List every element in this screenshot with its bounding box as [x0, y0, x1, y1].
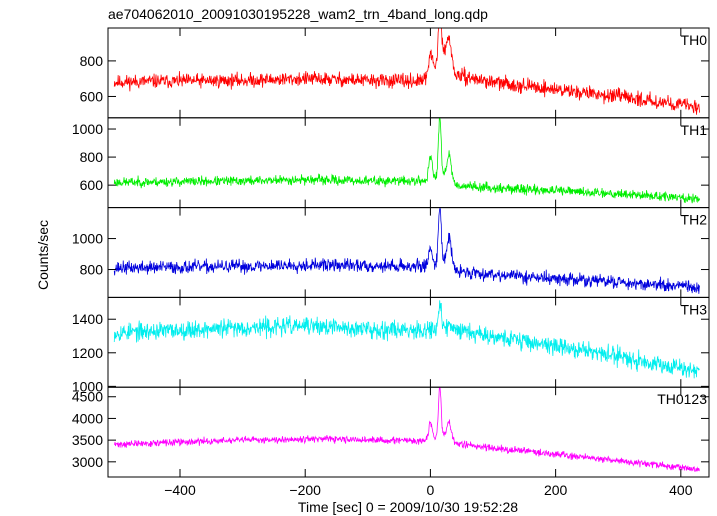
x-tick-label: 200 [544, 482, 568, 498]
x-tick-label: −200 [289, 482, 321, 498]
chart-panels: 600 800 TH0 600 800 1000 TH1 800 1000 TH2 1000 1200… [72, 27, 710, 498]
y-tick-label: 800 [80, 53, 104, 69]
y-axis-label: Counts/sec [35, 220, 51, 290]
panel-frame [107, 386, 710, 478]
panel-label: TH0123 [657, 391, 707, 407]
y-tick-label: 3000 [72, 454, 103, 470]
panel-frame [107, 27, 710, 119]
y-tick-label: 1000 [72, 121, 103, 137]
panel-th0123: 3000 3500 4000 4500 TH0123 [72, 386, 710, 478]
panel-label: TH2 [681, 212, 708, 228]
y-tick-label: 600 [80, 88, 104, 104]
panel-th2: 800 1000 TH2 [72, 207, 710, 298]
y-tick-label: 800 [80, 149, 104, 165]
y-tick-label: 3500 [72, 432, 103, 448]
x-tick-label: −400 [164, 482, 196, 498]
series-th2 [113, 207, 701, 294]
panel-frame [107, 207, 710, 298]
x-axis-label: Time [sec] 0 = 2009/10/30 19:52:28 [298, 499, 518, 515]
y-tick-label: 600 [80, 177, 104, 193]
panel-th1: 600 800 1000 TH1 [72, 117, 710, 209]
chart-title: ae704062010_20091030195228_wam2_trn_4ban… [108, 6, 488, 22]
series-th1 [113, 117, 701, 204]
y-tick-label: 1000 [72, 378, 103, 394]
x-tick-label: 0 [427, 482, 435, 498]
series-th0 [113, 28, 701, 115]
y-tick-label: 1000 [72, 231, 103, 247]
y-tick-label: 4000 [72, 410, 103, 426]
panel-label: TH0 [681, 32, 708, 48]
y-tick-label: 4500 [72, 389, 103, 405]
y-tick-label: 1200 [72, 345, 103, 361]
series-th0123 [113, 387, 700, 473]
series-th3 [113, 300, 700, 379]
y-tick-label: 1400 [72, 311, 103, 327]
panel-label: TH3 [681, 301, 708, 317]
y-tick-label: 800 [80, 262, 104, 278]
panel-label: TH1 [681, 122, 708, 138]
x-tick-label: 400 [669, 482, 693, 498]
panel-frame [107, 296, 710, 388]
panel-th3: 1000 1200 1400 TH3 [72, 296, 710, 394]
